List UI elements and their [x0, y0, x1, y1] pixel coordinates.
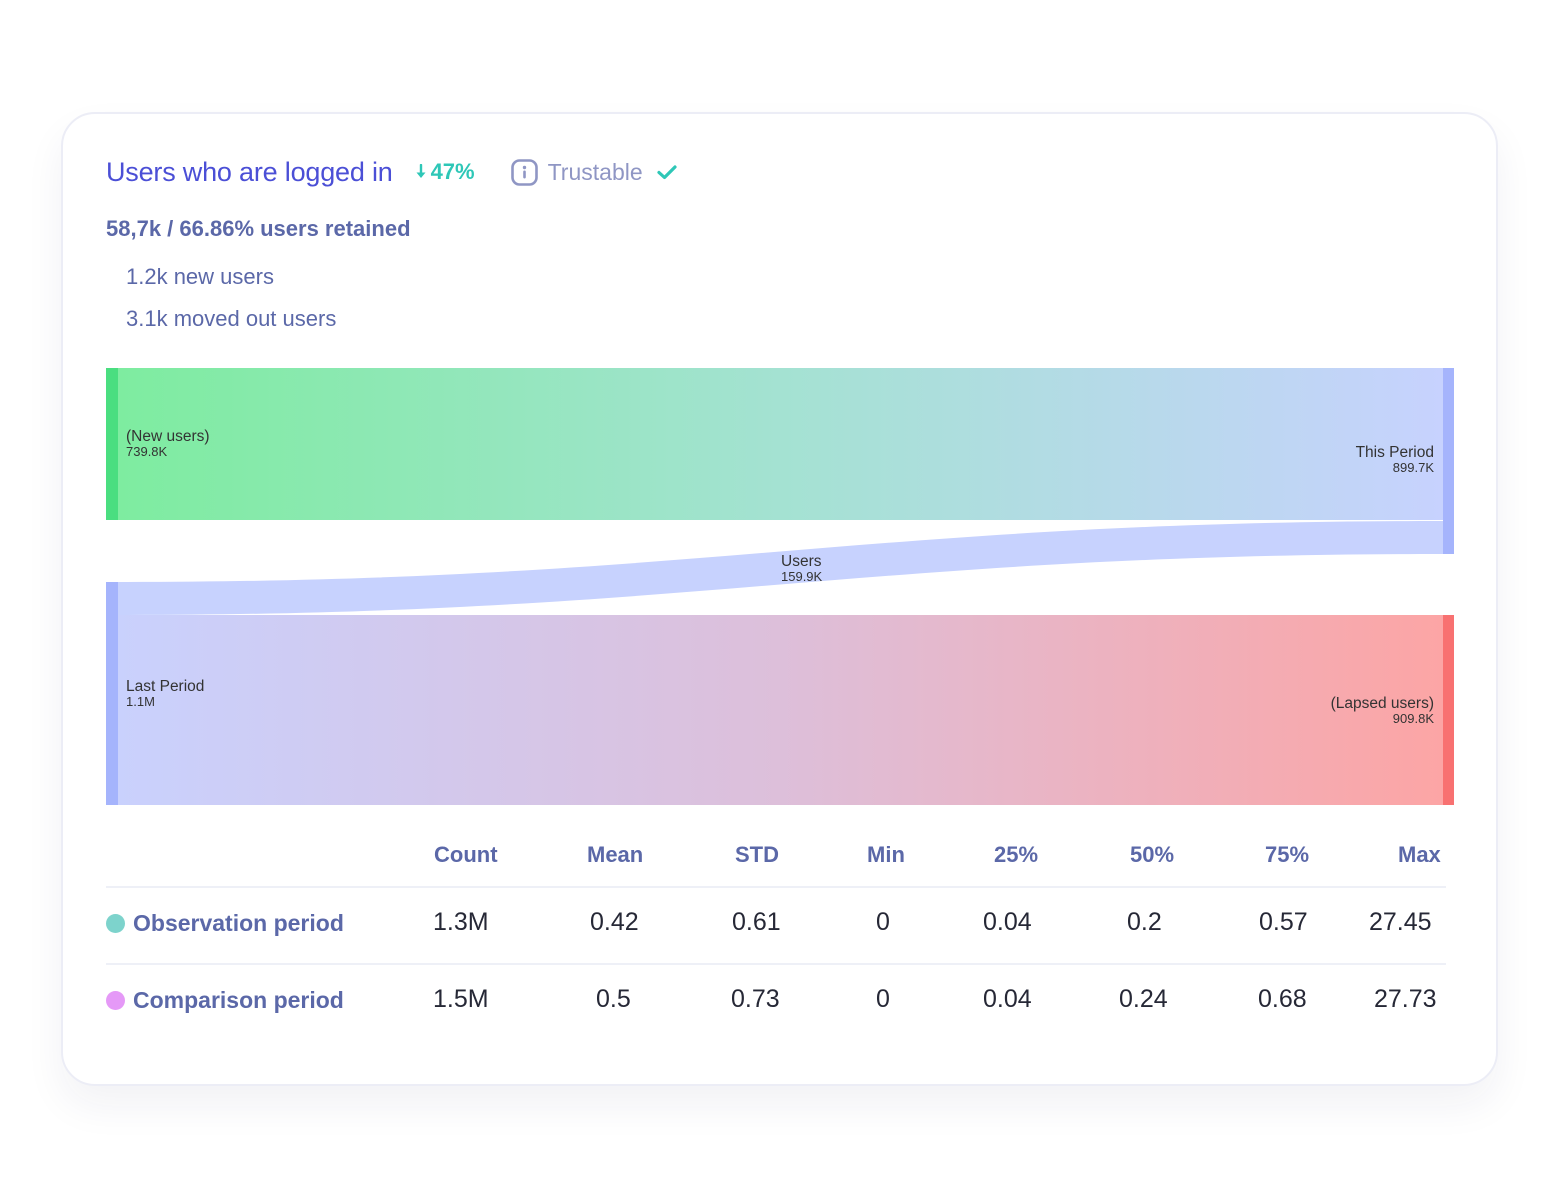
table-cell: 27.45 [1369, 908, 1432, 936]
col-header-mean: Mean [587, 842, 644, 867]
node-this-period[interactable] [1443, 368, 1454, 554]
table-cell: 1.5M [433, 985, 489, 1013]
check-icon [657, 165, 677, 180]
table-cell: 0.42 [590, 908, 639, 936]
trust-badge[interactable]: Trustable [510, 158, 677, 186]
trust-label: Trustable [547, 158, 643, 185]
table-cell: 0.57 [1259, 908, 1308, 936]
moved-out-summary: 3.1k moved out users [126, 306, 337, 331]
table-cell: 0 [876, 985, 890, 1013]
link-label-users: Users 159.9K [781, 553, 823, 584]
table-row-label-observation: Observation period [106, 910, 344, 937]
observation-dot-icon [106, 914, 125, 933]
link-lapsed[interactable] [118, 615, 1443, 805]
node-lapsed-users[interactable] [1443, 615, 1454, 805]
link-users[interactable] [118, 521, 1443, 615]
comparison-dot-icon [106, 991, 125, 1010]
node-label-last-period: Last Period 1.1M [126, 678, 205, 709]
table-cell: 0.04 [983, 908, 1032, 936]
table-cell: 0.5 [596, 985, 631, 1013]
col-header-max: Max [1398, 842, 1441, 867]
col-header-75: 75% [1265, 842, 1310, 867]
delta-badge: 47% [415, 159, 475, 185]
col-header-min: Min [867, 842, 905, 867]
delta-value: 47% [430, 159, 475, 184]
table-cell: 27.73 [1374, 985, 1437, 1013]
col-header-std: STD [735, 842, 779, 867]
card-title: Users who are logged in [106, 156, 393, 187]
table-cell: 0.24 [1119, 985, 1168, 1013]
col-header-50: 50% [1130, 842, 1175, 867]
table-divider [106, 963, 1446, 965]
node-label-this-period: This Period 899.7K [1355, 444, 1434, 475]
table-divider [106, 886, 1446, 888]
table-cell: 0.68 [1258, 985, 1307, 1013]
node-label-new-users: (New users) 739.8K [126, 428, 210, 459]
node-last-period[interactable] [106, 582, 118, 805]
table-row-label-comparison: Comparison period [106, 987, 344, 1014]
col-header-25: 25% [994, 842, 1039, 867]
col-header-count: Count [434, 842, 498, 867]
info-icon[interactable] [510, 158, 538, 186]
retained-summary: 58,7k / 66.86% users retained [106, 216, 411, 241]
table-cell: 0.04 [983, 985, 1032, 1013]
table-cell: 0.61 [732, 908, 781, 936]
new-users-summary: 1.2k new users [126, 264, 274, 289]
table-cell: 1.3M [433, 908, 489, 936]
link-new-users[interactable] [118, 368, 1443, 520]
table-cell: 0.73 [731, 985, 780, 1013]
node-new-users[interactable] [106, 368, 118, 520]
arrow-down-icon [416, 164, 426, 178]
node-label-lapsed-users: (Lapsed users) 909.8K [1330, 695, 1434, 726]
table-cell: 0.2 [1127, 908, 1162, 936]
card-header: Users who are logged in 47% Trustable [106, 152, 677, 192]
table-cell: 0 [876, 908, 890, 936]
